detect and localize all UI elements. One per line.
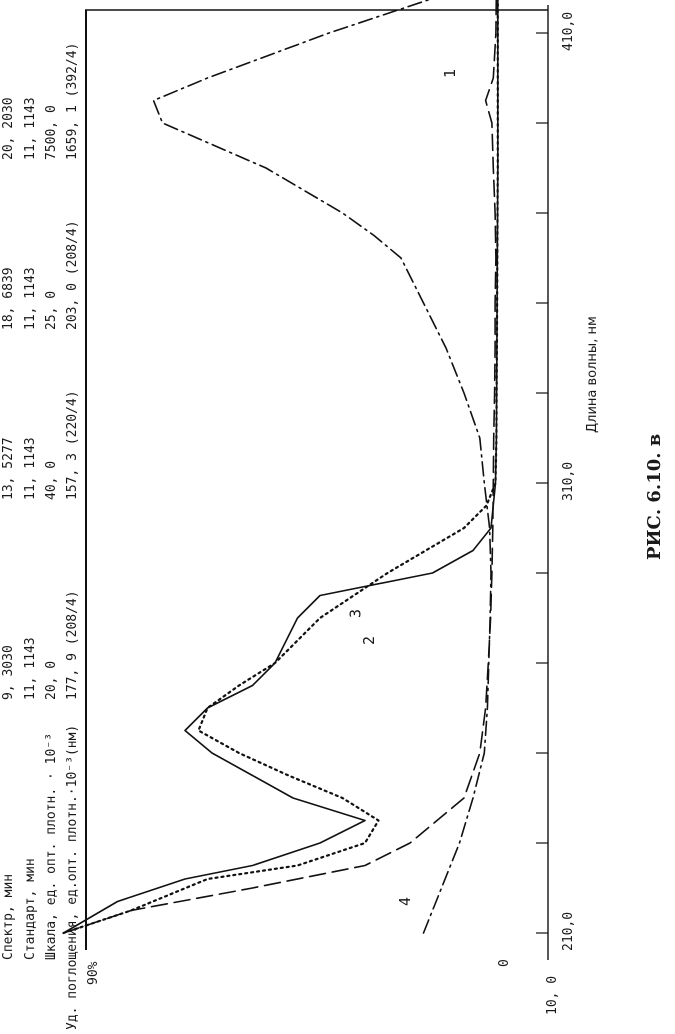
header-row-value: 11, 1143 [23,437,38,500]
curve-label-1: 1 [441,69,459,78]
y-tick-label: 0 [497,959,512,967]
header-row-value: 177, 9 (208/4) [65,590,80,700]
header-row-value: 9, 3030 [1,645,16,700]
curve-label-2: 2 [360,636,378,645]
y-top-label: 90% [86,961,101,985]
series-line-4 [152,0,492,934]
curve-label-4: 4 [396,897,414,906]
header-row-label: Стандарт, мин [23,858,38,960]
figure-caption: РИС. 6.10. в [644,434,665,560]
x-tick-label: 410,0 [561,12,576,51]
series-line-1 [62,0,498,934]
x-axis-title: Длина волны, нм [585,316,600,433]
header-row-value: 20, 0 [44,661,59,700]
header-row-value: 11, 1143 [23,267,38,330]
header-row-value: 18, 6839 [1,267,16,330]
header-row-value: 13, 5277 [1,437,16,500]
x-tick-label: 210,0 [561,912,576,951]
y-tick-label: 10, 0 [545,976,560,1015]
plot-group [62,0,549,960]
series-line-2 [62,0,499,934]
header-row-value: 7500, 0 [44,105,59,160]
header-row-value: 25, 0 [44,291,59,330]
x-tick-label: 310,0 [561,462,576,501]
header-row-value: 157, 3 (220/4) [65,390,80,500]
header-row-label: Уд. поглощения, ед.опт. плотн.·10⁻³(нм) [65,725,80,1029]
header-row-value: 11, 1143 [23,97,38,160]
text-group: 1 2 3 4 210,0 310,0 410,0 Длина волны, нм 0 10, 0… [1,12,665,1030]
curve-label-3: 3 [347,609,365,618]
header-row-value: 11, 1143 [23,637,38,700]
header-row-label: Спектр, мин [1,874,16,960]
header-row-value: 20, 2030 [1,97,16,160]
header-row-label: Шкала, ед. опт. плотн. · 10⁻³ [44,733,59,960]
header-row-value: 40, 0 [44,461,59,500]
header-row-value: 1659, 1 (392/4) [65,43,80,160]
series-line-3 [62,0,499,935]
header-row-value: 203, 0 (208/4) [65,220,80,330]
